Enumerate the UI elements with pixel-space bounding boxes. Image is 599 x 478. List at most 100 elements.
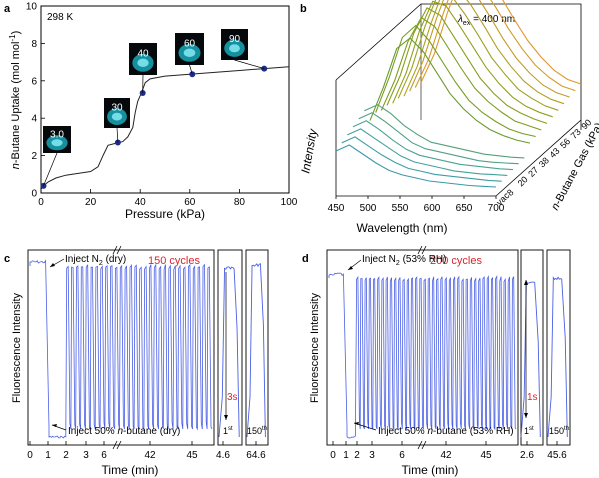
inset-leader [234,59,265,69]
panel-d-main-frame [326,249,519,446]
response-time-arrowhead-dry [224,415,228,420]
emission-spectrum [420,0,582,85]
excitation-annotation: λex = 400 nm [457,14,515,27]
emission-spectrum [341,136,502,182]
panel-d-xlabel: Time (min) [402,463,459,477]
vial-pressure-label: 40 [137,48,149,59]
response-time-humid: 1s [527,392,538,403]
panel-c-main-frame [27,249,215,446]
panel-d-ylabel: Fluorescence Intensity [309,292,321,403]
uptake-isotherm-curve [40,66,290,190]
x-tick-label: 100 [281,197,298,208]
inject-butane-label-dry: Inject 50% n-butane (dry) [68,426,180,437]
emission-spectra [335,0,582,188]
panel-b-xlabel: Wavelength (nm) [357,221,448,235]
x-tick-label: 20 [85,197,97,208]
temperature-annotation: 298 K [47,12,73,23]
first-cycle-trace-humid [520,280,541,438]
x-tick-label: 40 [135,197,147,208]
time-tick-label: 2 [354,450,360,461]
emission-spectrum [397,0,559,111]
emission-spectrum [380,16,542,131]
time-tick-label: 3 [83,450,89,461]
x-tick-label: 80 [234,197,246,208]
panel-c-ticks: 0 1 2 3 6 42 45 4.6 64.6 [27,441,266,461]
response-time-arrowhead-down-humid [524,413,528,418]
inject-n2-label-dry: Inject N2 (dry) [65,254,126,267]
time-tick-label: 6 [399,450,405,461]
gas-axis [495,119,582,197]
panel-c-xlabel: Time (min) [102,463,159,477]
panel-b-ylabel: Intensity [298,127,320,174]
response-time-dry: 3s [227,392,238,403]
time-tick-label: 0 [330,450,336,461]
box-back-edges [335,3,582,130]
y-tick-label: 10 [26,2,38,13]
panel-c-last-cycle-frame [245,249,269,446]
axis-break-c [112,245,122,450]
vial-glow-core [183,48,196,57]
inset-leader [189,64,193,75]
inject-butane-arrowhead-dry [52,424,57,427]
time-tick-label: 1 [343,450,349,461]
emission-spectrum [335,144,497,188]
first-cycle-label-dry: 1st [223,426,233,436]
y-tick-label: 6 [31,76,37,87]
cycles-count-dry: 150 cycles [148,255,200,267]
isotherm-points [40,65,268,189]
panel-a-label: a [4,3,11,15]
last-cycle-label-dry: 150th [247,426,267,436]
x-tick-label: 60 [184,197,196,208]
panel-c-label: c [4,253,10,265]
inset-leader [116,127,119,143]
vial-glow-core [51,139,63,147]
time-tick-label: 1 [45,450,51,461]
panel-a: a 298 K 0 20 40 60 80 100 0 2 4 6 8 10 Pressure (kP… [4,2,298,222]
emission-spectrum [369,37,531,144]
panel-a-frame [40,5,290,194]
first-cycle-trace-dry [218,266,240,438]
time-tick-label: 4.6 [216,450,230,461]
panel-b-label: b [300,3,307,15]
x-tick-label: 0 [38,197,44,208]
wavelength-tick-label: 700 [488,203,505,214]
vial-insets: 3.0 30 40 60 90 [43,29,265,187]
fluorescence-trace-humid [328,272,517,439]
wavelength-tick-label: 450 [328,203,345,214]
last-cycle-trace-humid [547,276,568,438]
wavelength-tick-label: 550 [392,203,409,214]
last-cycle-label-humid: 150th [549,426,569,436]
panel-d-first-cycle-frame [520,249,544,446]
inject-n2-arrowhead-humid [348,266,353,270]
time-tick-label: 42 [144,450,156,461]
time-tick-label: 64.6 [246,450,266,461]
response-time-arrowhead-up-humid [524,280,528,285]
emission-spectrum [347,128,508,176]
y-tick-label: 8 [31,39,37,50]
panel-c: c 150 cycles Inject N2 (dry) Inject 50% … [4,245,269,477]
inject-n2-label-humid: Inject N2 (53% RH) [362,254,447,267]
inset-leader [43,152,58,187]
emission-spectrum [364,104,525,159]
panel-d-label: d [302,253,309,265]
y-tick-label: 4 [31,114,37,125]
inject-n2-arrowhead-dry [50,263,55,267]
last-cycle-trace-dry [246,262,266,438]
emission-spectrum [352,120,514,171]
wavelength-tick-label: 600 [424,203,441,214]
vial-glow-core [111,112,123,121]
vial-pressure-label: 60 [184,38,196,49]
time-tick-label: 42 [440,450,452,461]
panel-a-xlabel: Pressure (kPa) [125,207,205,221]
emission-spectrum [386,7,548,124]
inject-butane-arrowhead-humid [354,422,359,425]
panel-d-ticks: 0 1 2 3 6 42 45 2.6 45.6 [330,441,567,461]
y-tick-label: 2 [31,151,37,162]
panel-a-ylabel: n-Butane Uptake (mol mol-1) [8,31,22,170]
emission-spectrum [392,0,553,118]
axis-break-d [417,245,427,450]
cycles-count-humid: 200 cycles [430,255,482,267]
emission-spectrum [375,24,536,138]
